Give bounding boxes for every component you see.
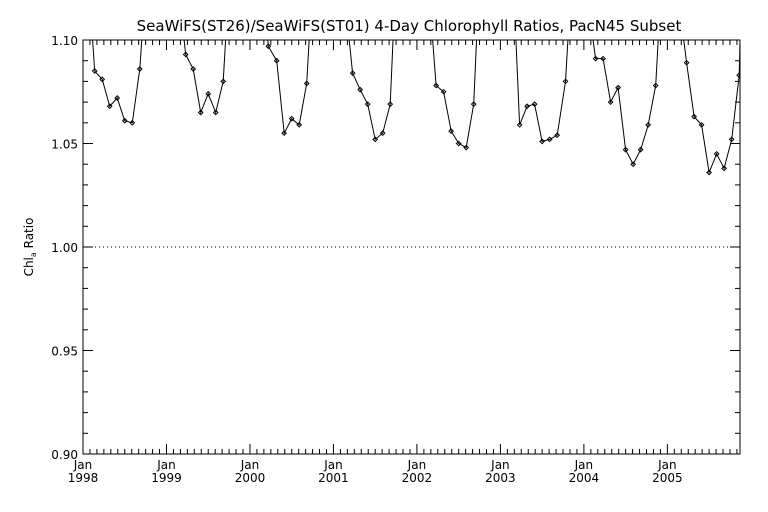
series-line-segment	[515, 40, 569, 143]
data-point-diamond	[296, 121, 303, 128]
data-point-diamond	[645, 121, 652, 128]
x-tick-label-month: Jan	[323, 458, 343, 472]
y-axis-label-subscript: a	[29, 252, 38, 257]
data-point-diamond	[600, 55, 606, 62]
data-point-diamond	[546, 136, 553, 143]
data-point-diamond	[265, 43, 272, 50]
x-tick-label-month: Jan	[657, 458, 677, 472]
x-tick-label-year: 2002	[402, 471, 433, 485]
data-point-diamond	[562, 78, 569, 85]
data-point-diamond	[516, 121, 523, 128]
x-tick-label-year: 1998	[68, 471, 99, 485]
data-point-diamond	[91, 68, 98, 74]
x-tick-label-year: 2004	[569, 471, 600, 485]
x-tick-label-year: 2005	[652, 471, 683, 485]
data-point-diamond	[652, 82, 659, 89]
data-point-diamond	[622, 146, 629, 153]
x-tick-label-month: Jan	[156, 458, 176, 472]
x-tick-label-year: 2001	[318, 471, 349, 485]
chart-title: SeaWiFS(ST26)/SeaWiFS(ST01) 4-Day Chloro…	[137, 17, 682, 35]
data-point-diamond	[554, 132, 561, 139]
x-tick-label-year: 2003	[485, 471, 516, 485]
data-point-diamond	[531, 101, 538, 108]
data-point-diamond	[182, 51, 189, 58]
data-point-diamond	[379, 130, 386, 137]
data-point-diamond	[728, 136, 735, 143]
y-tick-label: 1.10	[51, 34, 78, 48]
y-axis-label-rest: Ratio	[22, 218, 36, 253]
data-point-diamond	[197, 109, 204, 116]
series-line-segment	[267, 40, 310, 135]
data-point-diamond	[698, 121, 705, 128]
data-point-diamond	[448, 128, 455, 134]
data-point-diamond	[121, 117, 128, 124]
series-layer	[91, 40, 740, 176]
data-point-diamond	[99, 76, 106, 83]
data-point-diamond	[721, 165, 728, 172]
x-tick-label-year: 2000	[235, 471, 266, 485]
data-point-diamond	[713, 150, 720, 157]
y-axis-label: Chla Ratio	[22, 218, 38, 277]
x-tick-label-month: Jan	[73, 458, 93, 472]
y-tick-label: 0.95	[51, 345, 78, 359]
data-point-diamond	[288, 115, 295, 122]
x-tick-label-month: Jan	[240, 458, 260, 472]
data-point-diamond	[136, 66, 143, 72]
data-point-diamond	[736, 72, 740, 79]
series-line-segment	[348, 40, 394, 141]
x-tick-label-month: Jan	[407, 458, 427, 472]
data-point-diamond	[357, 86, 364, 93]
x-tick-label-month: Jan	[490, 458, 510, 472]
series-line-segment	[683, 40, 740, 175]
data-point-diamond	[273, 57, 280, 64]
data-point-diamond	[129, 119, 136, 126]
data-point-diamond	[607, 99, 614, 106]
data-point-diamond	[455, 140, 462, 147]
data-point-diamond	[463, 144, 470, 151]
x-tick-label-year: 1999	[151, 471, 182, 485]
x-tick-label-month: Jan	[574, 458, 594, 472]
y-axis: 0.90 0.95 1.00 1.05 1.10	[51, 34, 740, 462]
data-point-diamond	[706, 169, 713, 176]
data-point-diamond	[372, 136, 379, 143]
data-point-diamond	[683, 59, 690, 66]
data-point-diamond	[205, 90, 212, 97]
data-point-diamond	[539, 138, 546, 145]
data-point-diamond	[630, 161, 637, 168]
x-axis: Jan1998Jan1999Jan2000Jan2001Jan2002Jan20…	[68, 40, 738, 485]
y-axis-label-main: Chl	[22, 257, 36, 276]
data-point-diamond	[212, 109, 219, 116]
data-point-diamond	[637, 146, 644, 153]
data-point-diamond	[106, 103, 113, 110]
data-point-diamond	[470, 101, 477, 108]
series-line-segment	[92, 40, 143, 124]
data-point-diamond	[349, 70, 356, 77]
data-point-diamond	[114, 95, 121, 101]
data-point-diamond	[615, 84, 622, 91]
data-point-diamond	[190, 66, 197, 72]
data-point-diamond	[691, 113, 697, 120]
series-line-segment	[183, 40, 227, 115]
data-point-diamond	[281, 130, 288, 137]
data-point-diamond	[592, 55, 599, 62]
y-tick-label: 1.05	[51, 138, 78, 152]
data-point-diamond	[303, 80, 310, 87]
y-tick-label: 1.00	[51, 241, 78, 255]
data-point-diamond	[364, 101, 371, 108]
data-point-diamond	[220, 78, 227, 85]
data-point-diamond	[524, 103, 531, 110]
data-point-diamond	[433, 82, 440, 89]
data-point-diamond	[440, 88, 447, 95]
data-point-diamond	[387, 101, 394, 108]
y-tick-label: 0.90	[51, 448, 78, 462]
